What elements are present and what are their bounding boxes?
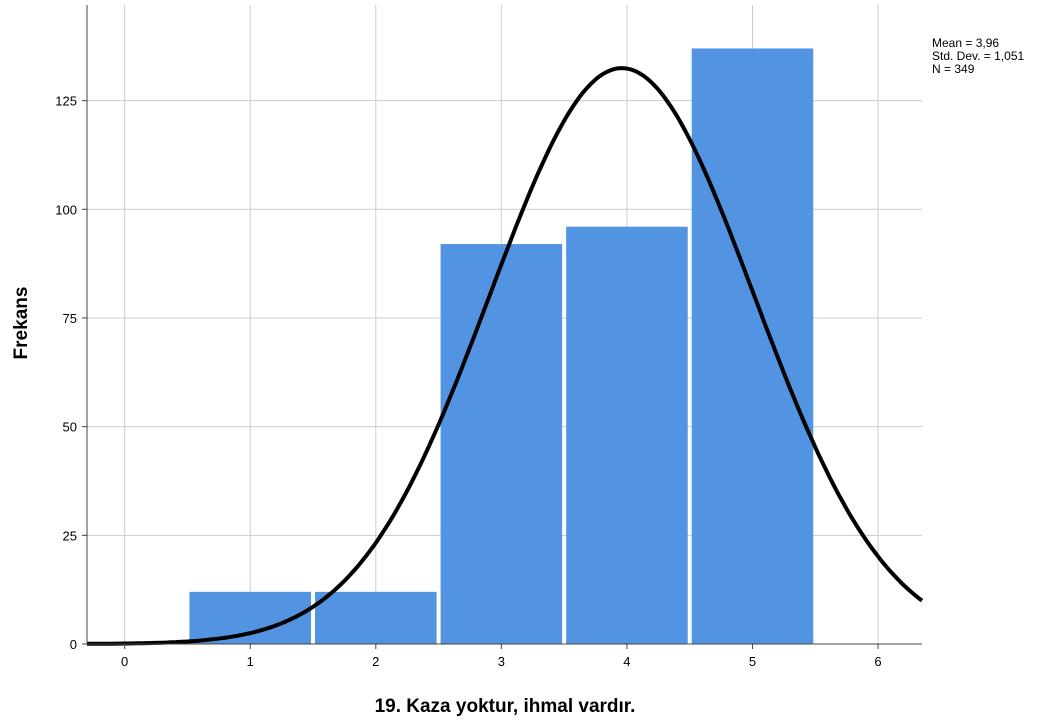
y-tick-labels: 0 25 50 75 100 125 [55, 94, 87, 652]
y-tick-label-0: 0 [70, 637, 77, 652]
bar-4 [566, 226, 688, 644]
normal-curve [87, 66, 924, 646]
axes [86, 5, 922, 645]
bar-5 [691, 48, 814, 645]
histogram-bars [189, 48, 814, 645]
stats-n: N = 349 [932, 62, 975, 76]
y-tick-label-50: 50 [63, 420, 77, 435]
x-tick-label-4: 4 [623, 654, 630, 669]
y-axis-title: Frekans [11, 287, 32, 360]
x-tick-label-1: 1 [247, 654, 254, 669]
x-tick-label-3: 3 [498, 654, 505, 669]
stats-box: Mean = 3,96 Std. Dev. = 1,051 N = 349 [932, 36, 1024, 76]
y-tick-label-25: 25 [63, 528, 77, 543]
stats-std-dev: Std. Dev. = 1,051 [932, 49, 1024, 63]
x-tick-label-0: 0 [121, 654, 128, 669]
y-tick-label-75: 75 [63, 311, 77, 326]
x-tick-label-5: 5 [749, 654, 756, 669]
x-tick-label-6: 6 [874, 654, 881, 669]
x-axis-title: 19. Kaza yoktur, ihmal vardır. [375, 696, 636, 717]
bar-2 [315, 591, 437, 644]
bar-3 [440, 244, 563, 644]
y-tick-label-125: 125 [55, 94, 77, 109]
x-tick-label-2: 2 [372, 654, 379, 669]
y-tick-label-100: 100 [55, 202, 77, 217]
x-tick-labels: 0 1 2 3 4 5 6 [121, 644, 882, 669]
stats-mean: Mean = 3,96 [932, 36, 999, 50]
